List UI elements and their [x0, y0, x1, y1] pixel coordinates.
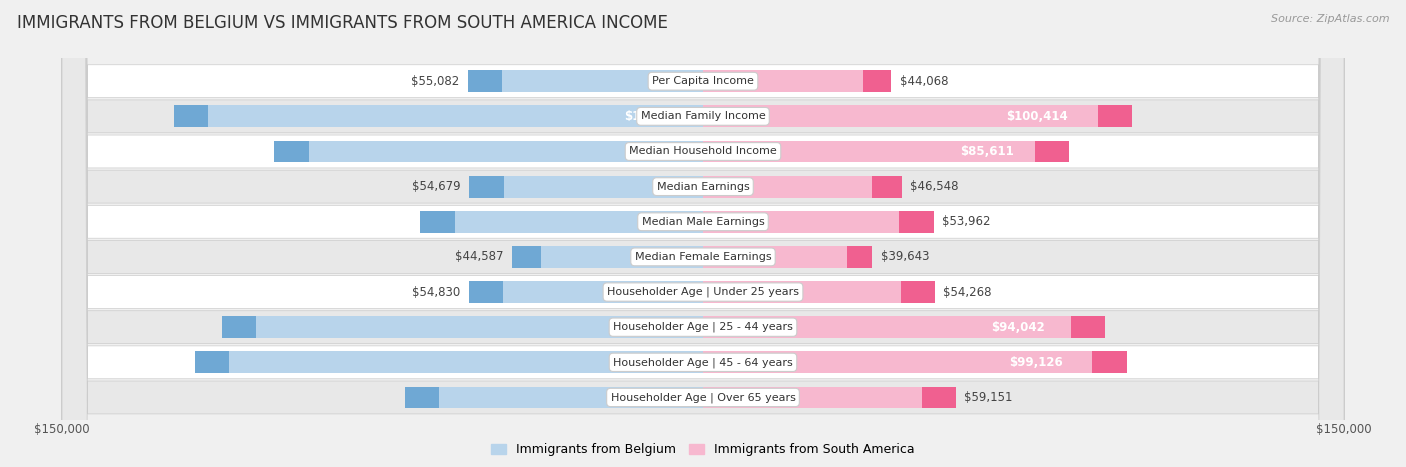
FancyBboxPatch shape	[62, 0, 1344, 467]
Bar	[921, 387, 956, 408]
FancyBboxPatch shape	[62, 0, 1344, 467]
Bar	[256, 316, 703, 338]
Text: $66,125: $66,125	[661, 215, 714, 228]
Text: Median Earnings: Median Earnings	[657, 182, 749, 191]
Text: $118,932: $118,932	[627, 356, 689, 369]
FancyBboxPatch shape	[62, 0, 1344, 467]
Bar	[308, 141, 703, 163]
Bar	[468, 281, 503, 303]
Text: IMMIGRANTS FROM BELGIUM VS IMMIGRANTS FROM SOUTH AMERICA INCOME: IMMIGRANTS FROM BELGIUM VS IMMIGRANTS FR…	[17, 14, 668, 32]
FancyBboxPatch shape	[62, 0, 1344, 467]
Bar	[872, 176, 901, 198]
Bar	[1035, 141, 1069, 163]
Text: $99,126: $99,126	[1010, 356, 1063, 369]
Bar	[901, 281, 935, 303]
Bar	[541, 246, 703, 268]
FancyBboxPatch shape	[62, 0, 1344, 467]
Text: $54,830: $54,830	[412, 285, 460, 298]
Bar	[703, 106, 1098, 127]
Text: $44,587: $44,587	[456, 250, 503, 263]
Bar	[703, 316, 1071, 338]
Text: Householder Age | 25 - 44 years: Householder Age | 25 - 44 years	[613, 322, 793, 333]
Bar	[703, 141, 1035, 163]
Text: $46,548: $46,548	[911, 180, 959, 193]
Bar	[703, 176, 872, 198]
Text: Householder Age | 45 - 64 years: Householder Age | 45 - 64 years	[613, 357, 793, 368]
Bar	[502, 71, 703, 92]
Text: $54,679: $54,679	[412, 180, 461, 193]
Bar	[703, 71, 863, 92]
Text: $69,703: $69,703	[658, 391, 711, 404]
FancyBboxPatch shape	[62, 0, 1344, 467]
Bar	[703, 211, 900, 233]
FancyBboxPatch shape	[62, 0, 1344, 467]
Text: $123,831: $123,831	[624, 110, 685, 123]
Bar	[174, 106, 208, 127]
FancyBboxPatch shape	[62, 0, 1344, 467]
Bar	[703, 246, 846, 268]
Bar	[405, 387, 439, 408]
Legend: Immigrants from Belgium, Immigrants from South America: Immigrants from Belgium, Immigrants from…	[486, 438, 920, 461]
Text: Per Capita Income: Per Capita Income	[652, 76, 754, 86]
Bar	[439, 387, 703, 408]
Bar	[274, 141, 308, 163]
Text: $100,414: $100,414	[1005, 110, 1067, 123]
Text: Householder Age | Over 65 years: Householder Age | Over 65 years	[610, 392, 796, 403]
Text: Median Household Income: Median Household Income	[628, 147, 778, 156]
Text: $94,042: $94,042	[991, 321, 1045, 334]
Bar	[468, 71, 502, 92]
Text: Median Family Income: Median Family Income	[641, 111, 765, 121]
Text: $100,306: $100,306	[638, 145, 700, 158]
Bar	[229, 352, 703, 373]
Bar	[703, 281, 901, 303]
Bar	[512, 246, 541, 268]
Bar	[863, 71, 891, 92]
Text: $55,082: $55,082	[411, 75, 460, 88]
Text: $44,068: $44,068	[900, 75, 949, 88]
Text: $54,268: $54,268	[943, 285, 993, 298]
Bar	[470, 176, 503, 198]
Bar	[503, 176, 703, 198]
Text: Householder Age | Under 25 years: Householder Age | Under 25 years	[607, 287, 799, 297]
Bar	[195, 352, 229, 373]
Text: $59,151: $59,151	[965, 391, 1012, 404]
FancyBboxPatch shape	[62, 0, 1344, 467]
Bar	[900, 211, 934, 233]
Bar	[846, 246, 872, 268]
Text: Median Male Earnings: Median Male Earnings	[641, 217, 765, 227]
Bar	[703, 352, 1092, 373]
Text: Median Female Earnings: Median Female Earnings	[634, 252, 772, 262]
Bar	[420, 211, 454, 233]
Bar	[1098, 106, 1132, 127]
Bar	[703, 387, 921, 408]
Text: Source: ZipAtlas.com: Source: ZipAtlas.com	[1271, 14, 1389, 24]
Bar	[222, 316, 256, 338]
Bar	[208, 106, 703, 127]
Text: $53,962: $53,962	[942, 215, 991, 228]
FancyBboxPatch shape	[62, 0, 1344, 467]
Text: $112,575: $112,575	[631, 321, 693, 334]
Bar	[454, 211, 703, 233]
Text: $85,611: $85,611	[960, 145, 1014, 158]
Bar	[503, 281, 703, 303]
Text: $39,643: $39,643	[882, 250, 929, 263]
Bar	[1092, 352, 1126, 373]
Bar	[1071, 316, 1105, 338]
